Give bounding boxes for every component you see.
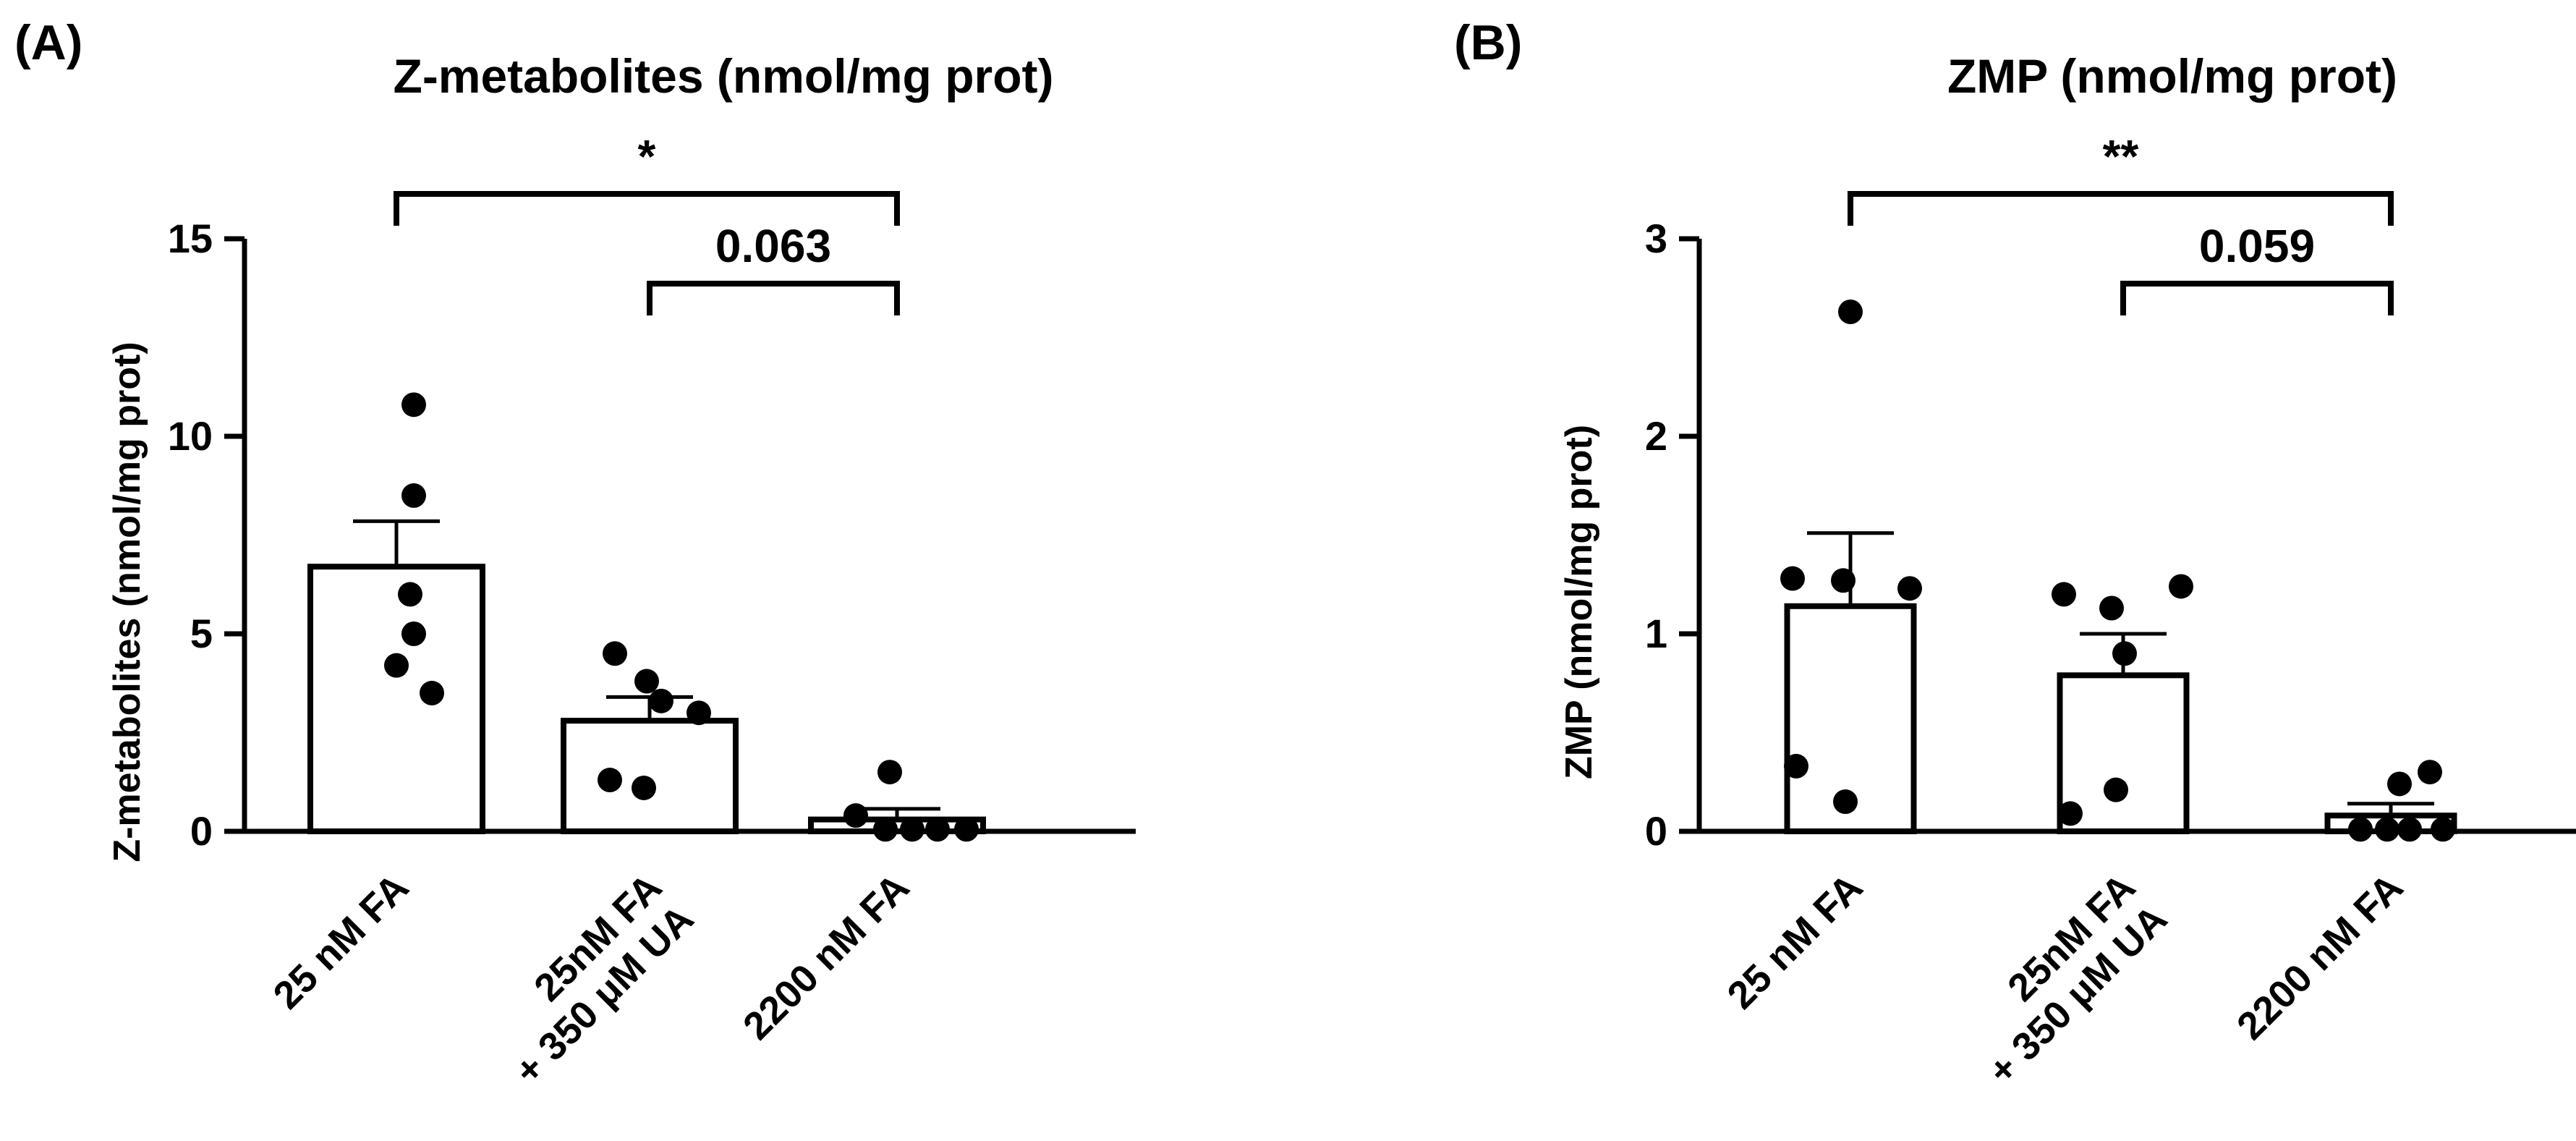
data-point <box>2169 574 2193 599</box>
data-point <box>925 817 950 842</box>
data-point <box>2058 801 2083 826</box>
data-point <box>634 669 659 694</box>
bar <box>307 564 485 834</box>
data-point <box>2099 595 2124 621</box>
bar <box>561 718 739 834</box>
significance-bracket <box>394 191 900 226</box>
panel-label: (A) <box>14 15 82 70</box>
data-point <box>2387 771 2412 797</box>
data-points <box>384 392 979 842</box>
significance-bracket <box>647 281 900 315</box>
panel-a: (A) Z-metabolites (nmol/mg prot) Z-metab… <box>14 15 1136 1093</box>
data-point <box>1784 753 1808 779</box>
y-tick-label: 10 <box>168 413 213 459</box>
data-point <box>398 582 422 607</box>
x-tick-label: 25 nM FA <box>265 865 417 1017</box>
data-point <box>1838 300 1863 325</box>
x-tick-labels: 25 nM FA 25nM FA+ 350 μM UA 2200 nM FA <box>1719 865 2411 1093</box>
y-axis-label: ZMP (nmol/mg prot) <box>1558 425 1600 779</box>
data-point <box>1831 568 1856 593</box>
data-point <box>954 817 979 842</box>
data-point <box>598 768 622 793</box>
data-point <box>401 622 426 646</box>
bars <box>307 519 986 834</box>
x-tick-label: 25nM FA+ 350 μM UA <box>475 865 702 1093</box>
data-point <box>843 803 868 828</box>
data-point <box>2431 817 2455 842</box>
x-tick-label: 25 nM FA <box>1719 865 1871 1017</box>
significance-bracket <box>1848 191 2394 226</box>
y-tick-label: 0 <box>190 808 213 854</box>
data-point <box>873 817 898 842</box>
significance-brackets: * 0.063 <box>394 130 900 315</box>
significance-label: * <box>638 130 656 182</box>
data-point <box>2375 817 2399 842</box>
data-point <box>2348 817 2373 842</box>
data-point <box>1897 576 1922 601</box>
data-point <box>2112 641 2137 666</box>
y-tick-label: 0 <box>1645 808 1667 854</box>
y-tick-label: 1 <box>1645 611 1667 656</box>
data-point <box>603 641 627 666</box>
x-tick-label: 2200 nM FA <box>2229 865 2412 1048</box>
y-ticks: 0 5 10 15 <box>168 216 245 854</box>
panel-b: (B) ZMP (nmol/mg prot) ZMP (nmol/mg prot… <box>1454 15 2576 1093</box>
data-point <box>2397 817 2422 842</box>
bar <box>1784 603 1917 835</box>
data-point <box>401 483 426 508</box>
data-point <box>401 392 426 417</box>
panel-label: (B) <box>1454 15 1522 70</box>
data-point <box>384 653 409 678</box>
bar <box>2057 672 2190 835</box>
y-axis-label: Z-metabolites (nmol/mg prot) <box>106 342 148 862</box>
data-point <box>1833 789 1858 815</box>
data-point <box>649 688 673 713</box>
data-points <box>1780 300 2455 842</box>
y-tick-label: 5 <box>190 611 213 656</box>
significance-label: ** <box>2103 130 2139 182</box>
y-tick-label: 15 <box>168 216 213 261</box>
data-point <box>1780 566 1805 591</box>
y-ticks: 0 1 2 3 <box>1645 216 1699 854</box>
chart-title: ZMP (nmol/mg prot) <box>1947 49 2397 103</box>
significance-brackets: ** 0.059 <box>1848 130 2394 315</box>
data-point <box>686 700 711 726</box>
data-point <box>877 760 902 785</box>
significance-label: 0.059 <box>2199 220 2315 272</box>
x-tick-label: 25nM FA+ 350 μM UA <box>1948 865 2175 1093</box>
y-tick-label: 2 <box>1645 413 1667 459</box>
data-point <box>2052 582 2076 607</box>
y-tick-label: 3 <box>1645 216 1667 261</box>
data-point <box>2104 777 2128 802</box>
chart-title: Z-metabolites (nmol/mg prot) <box>394 49 1054 103</box>
x-tick-labels: 25 nM FA 25nM FA+ 350 μM UA 2200 nM FA <box>265 865 917 1093</box>
data-point <box>420 680 444 705</box>
significance-label: 0.063 <box>715 220 831 272</box>
significance-bracket <box>2120 281 2394 315</box>
data-point <box>632 775 656 800</box>
data-point <box>900 817 924 842</box>
data-point <box>2418 760 2442 785</box>
x-tick-label: 2200 nM FA <box>735 865 918 1048</box>
